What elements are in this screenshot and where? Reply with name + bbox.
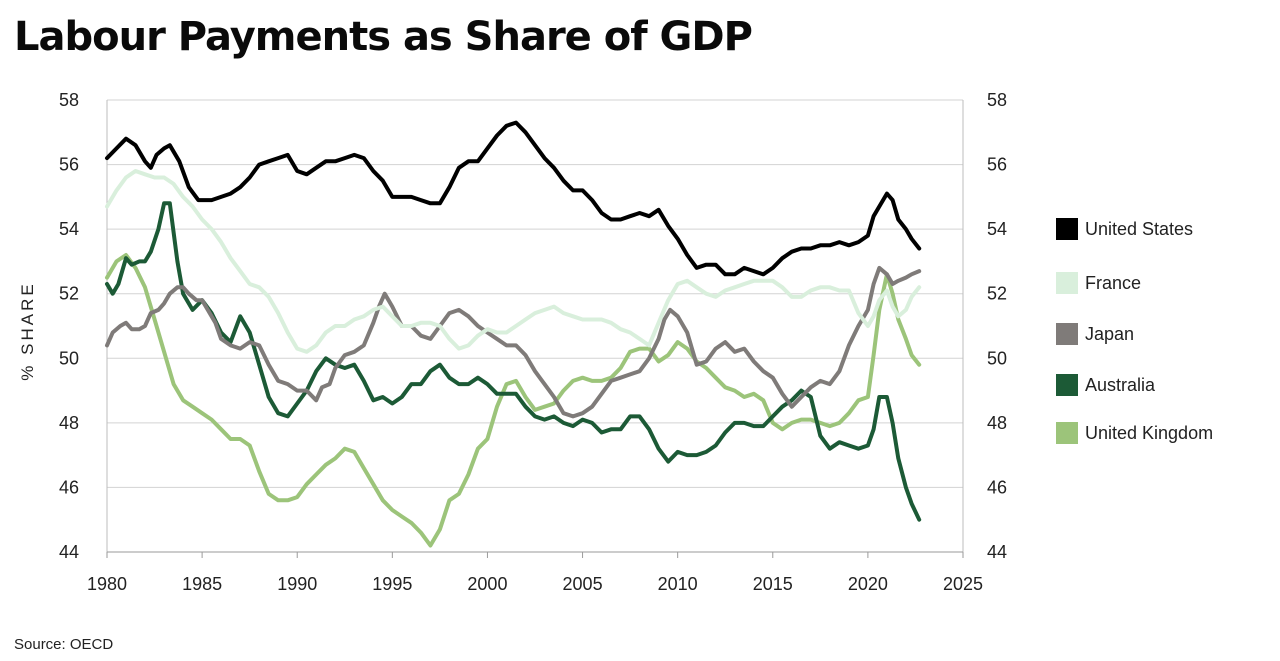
legend-label-japan: Japan [1085, 324, 1134, 344]
x-tick-label: 2025 [943, 574, 983, 594]
legend: United States France Japan Australia United … [1056, 218, 1213, 444]
chart-title: Labour Payments as Share of GDP [14, 14, 753, 60]
x-tick-label: 2000 [467, 574, 507, 594]
legend-swatch-australia [1056, 374, 1078, 396]
legend-swatch-united-kingdom [1056, 422, 1078, 444]
x-tick-label: 1985 [182, 574, 222, 594]
y-tick-label-left: 50 [59, 348, 79, 368]
series-line-japan [105, 265, 922, 419]
y-tick-label-left: 48 [59, 413, 79, 433]
x-tick-label: 2015 [753, 574, 793, 594]
source-note: Source: OECD [14, 636, 114, 653]
series-line-united-kingdom [105, 253, 922, 548]
x-tick-label: 1980 [87, 574, 127, 594]
y-tick-label-right: 44 [987, 542, 1007, 562]
y-tick-label-left: 46 [59, 477, 79, 497]
legend-label-united-states: United States [1085, 219, 1193, 239]
y-tick-label-left: 58 [59, 90, 79, 110]
y-tick-label-left: 56 [59, 155, 79, 175]
series-line-united-states [105, 120, 922, 277]
axes: 44 44 46 46 48 48 50 50 52 52 54 54 56 56 58 58 1980 1985… [18, 90, 1007, 594]
y-tick-label-right: 52 [987, 284, 1007, 304]
y-tick-label-left: 44 [59, 542, 79, 562]
y-tick-label-right: 56 [987, 155, 1007, 175]
y-tick-label-right: 54 [987, 219, 1007, 239]
x-tick-label: 2010 [658, 574, 698, 594]
legend-label-france: France [1085, 273, 1141, 293]
series-line-france [105, 169, 922, 354]
legend-label-australia: Australia [1085, 375, 1156, 395]
series-lines [105, 120, 922, 548]
y-tick-label-right: 50 [987, 348, 1007, 368]
legend-swatch-japan [1056, 323, 1078, 345]
legend-label-united-kingdom: United Kingdom [1085, 423, 1213, 443]
y-tick-label-right: 46 [987, 477, 1007, 497]
y-tick-label-left: 54 [59, 219, 79, 239]
x-tick-label: 1995 [372, 574, 412, 594]
x-tick-label: 2020 [848, 574, 888, 594]
legend-swatch-united-states [1056, 218, 1078, 240]
legend-swatch-france [1056, 272, 1078, 294]
y-tick-label-right: 48 [987, 413, 1007, 433]
y-axis-title: % SHARE [18, 281, 37, 380]
x-tick-label: 2005 [563, 574, 603, 594]
y-tick-label-right: 58 [987, 90, 1007, 110]
y-tick-label-left: 52 [59, 284, 79, 304]
x-tick-label: 1990 [277, 574, 317, 594]
